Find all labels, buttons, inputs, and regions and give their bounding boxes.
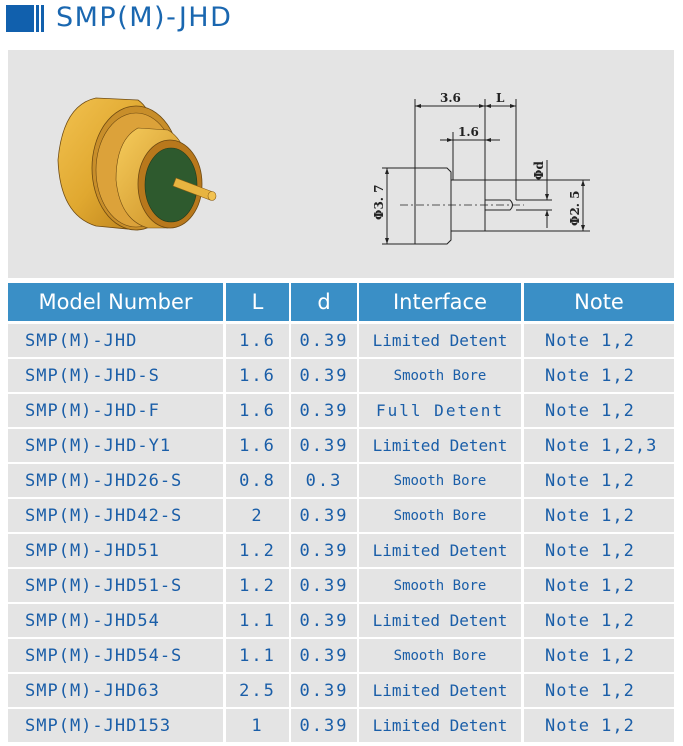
l-cell: 1.6 [226,324,289,357]
d-cell: 0.39 [291,569,357,602]
note-cell: Note 1,2,3 [524,429,674,462]
dimension-label-small-diameter: Φ2. 5 [568,190,582,226]
table-row: SMP(M)-JHD153 1 0.39 Limited Detent Note… [8,709,674,742]
note-cell: Note 1,2 [524,394,674,427]
connector-render-image [57,97,217,231]
l-cell: 1.6 [226,359,289,392]
table-row: SMP(M)-JHD26-S 0.8 0.3 Smooth Bore Note … [8,464,674,497]
note-cell: Note 1,2 [524,709,674,742]
dimension-label-body-diameter: Φ3. 7 [372,184,386,220]
d-cell: 0.39 [291,604,357,637]
model-number-cell: SMP(M)-JHD [8,324,223,357]
d-cell: 0.39 [291,499,357,532]
l-cell: 1.6 [226,394,289,427]
interface-cell: Limited Detent [359,674,521,707]
model-number-cell: SMP(M)-JHD42-S [8,499,223,532]
note-cell: Note 1,2 [524,324,674,357]
d-cell: 0.39 [291,674,357,707]
table-row: SMP(M)-JHD-Y1 1.6 0.39 Limited Detent No… [8,429,674,462]
page-title: SMP(M)-JHD [56,2,233,33]
table-row: SMP(M)-JHD51 1.2 0.39 Limited Detent Not… [8,534,674,567]
d-cell: 0.3 [291,464,357,497]
header-model-number: Model Number [8,283,223,321]
interface-cell: Smooth Bore [359,359,521,392]
table-row: SMP(M)-JHD-F 1.6 0.39 Full Detent Note 1… [8,394,674,427]
interface-cell: Smooth Bore [359,464,521,497]
model-number-cell: SMP(M)-JHD-Y1 [8,429,223,462]
interface-cell: Limited Detent [359,534,521,567]
d-cell: 0.39 [291,394,357,427]
l-cell: 1.2 [226,534,289,567]
interface-cell: Full Detent [359,394,521,427]
model-number-cell: SMP(M)-JHD26-S [8,464,223,497]
table-row: SMP(M)-JHD54-S 1.1 0.39 Smooth Bore Note… [8,639,674,672]
l-cell: 2 [226,499,289,532]
table-row: SMP(M)-JHD51-S 1.2 0.39 Smooth Bore Note… [8,569,674,602]
note-cell: Note 1,2 [524,464,674,497]
model-number-cell: SMP(M)-JHD-S [8,359,223,392]
note-cell: Note 1,2 [524,499,674,532]
l-cell: 2.5 [226,674,289,707]
l-cell: 1 [226,709,289,742]
model-number-cell: SMP(M)-JHD51-S [8,569,223,602]
l-cell: 1.6 [226,429,289,462]
dimension-label-step: 1.6 [458,125,479,139]
model-number-cell: SMP(M)-JHD51 [8,534,223,567]
header-l: L [226,283,289,321]
l-cell: 1.2 [226,569,289,602]
d-cell: 0.39 [291,639,357,672]
interface-cell: Limited Detent [359,324,521,357]
d-cell: 0.39 [291,359,357,392]
table-header-row: Model Number L d Interface Note [8,283,674,321]
note-cell: Note 1,2 [524,604,674,637]
table-row: SMP(M)-JHD54 1.1 0.39 Limited Detent Not… [8,604,674,637]
dimension-label-l: L [496,91,505,105]
title-marker-icon [6,5,34,32]
interface-cell: Limited Detent [359,429,521,462]
d-cell: 0.39 [291,709,357,742]
note-cell: Note 1,2 [524,359,674,392]
model-number-cell: SMP(M)-JHD63 [8,674,223,707]
model-number-cell: SMP(M)-JHD54-S [8,639,223,672]
title-marker-bar-icon [36,5,39,32]
d-cell: 0.39 [291,324,357,357]
l-cell: 1.1 [226,639,289,672]
header-interface: Interface [359,283,521,321]
table-row: SMP(M)-JHD 1.6 0.39 Limited Detent Note … [8,324,674,357]
table-row: SMP(M)-JHD63 2.5 0.39 Limited Detent Not… [8,674,674,707]
header-note: Note [524,283,674,321]
interface-cell: Smooth Bore [359,499,521,532]
page-header: SMP(M)-JHD [0,0,683,40]
l-cell: 1.1 [226,604,289,637]
note-cell: Note 1,2 [524,569,674,602]
dimension-label-overall: 3.6 [440,91,461,105]
header-d: d [291,283,357,321]
note-cell: Note 1,2 [524,534,674,567]
model-number-cell: SMP(M)-JHD153 [8,709,223,742]
d-cell: 0.39 [291,429,357,462]
title-marker-bar-icon [41,5,44,32]
note-cell: Note 1,2 [524,639,674,672]
product-image-panel: 3.6 L 1.6 Φ3. 7 Φ2. 5 Φd [8,50,674,278]
interface-cell: Smooth Bore [359,639,521,672]
table-row: SMP(M)-JHD-S 1.6 0.39 Smooth Bore Note 1… [8,359,674,392]
note-cell: Note 1,2 [524,674,674,707]
d-cell: 0.39 [291,534,357,567]
interface-cell: Smooth Bore [359,569,521,602]
interface-cell: Limited Detent [359,604,521,637]
interface-cell: Limited Detent [359,709,521,742]
dimension-label-pin-diameter: Φd [532,161,546,180]
table-row: SMP(M)-JHD42-S 2 0.39 Smooth Bore Note 1… [8,499,674,532]
l-cell: 0.8 [226,464,289,497]
model-number-cell: SMP(M)-JHD-F [8,394,223,427]
model-number-cell: SMP(M)-JHD54 [8,604,223,637]
dimension-drawing: 3.6 L 1.6 Φ3. 7 Φ2. 5 Φd [372,91,590,245]
